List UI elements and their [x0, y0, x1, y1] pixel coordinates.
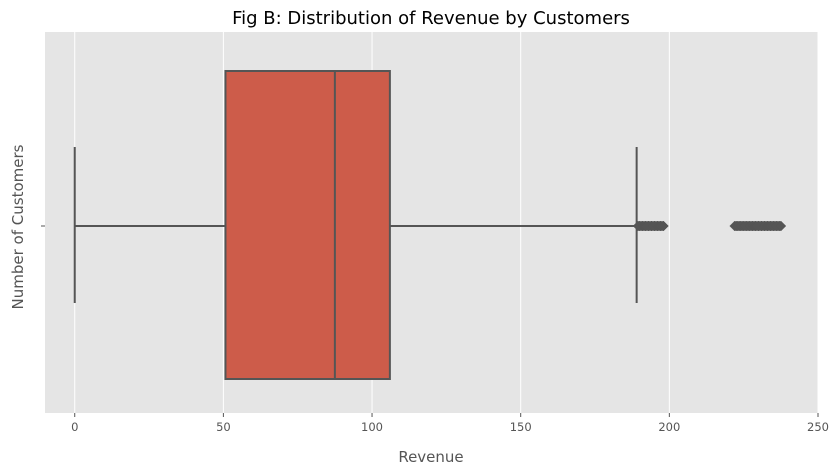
tick-layer: 0 50 100 150 200 250: [41, 225, 829, 434]
x-tick-label: 100: [361, 420, 383, 434]
x-tick-label: 200: [658, 420, 680, 434]
y-axis-label: Number of Customers: [9, 144, 27, 309]
outlier-point: [658, 220, 669, 232]
x-tick-label: 0: [71, 420, 78, 434]
outlier-point: [775, 220, 787, 232]
x-tick-label: 250: [807, 420, 829, 434]
x-tick-label: 50: [216, 420, 231, 434]
x-tick-label: 150: [510, 420, 532, 434]
data-layer: [73, 70, 787, 380]
box-q1-q3: [224, 70, 391, 380]
chart-title: Fig B: Distribution of Revenue by Custom…: [232, 8, 630, 29]
plot-background: [45, 32, 818, 413]
x-axis-label: Revenue: [398, 448, 463, 466]
